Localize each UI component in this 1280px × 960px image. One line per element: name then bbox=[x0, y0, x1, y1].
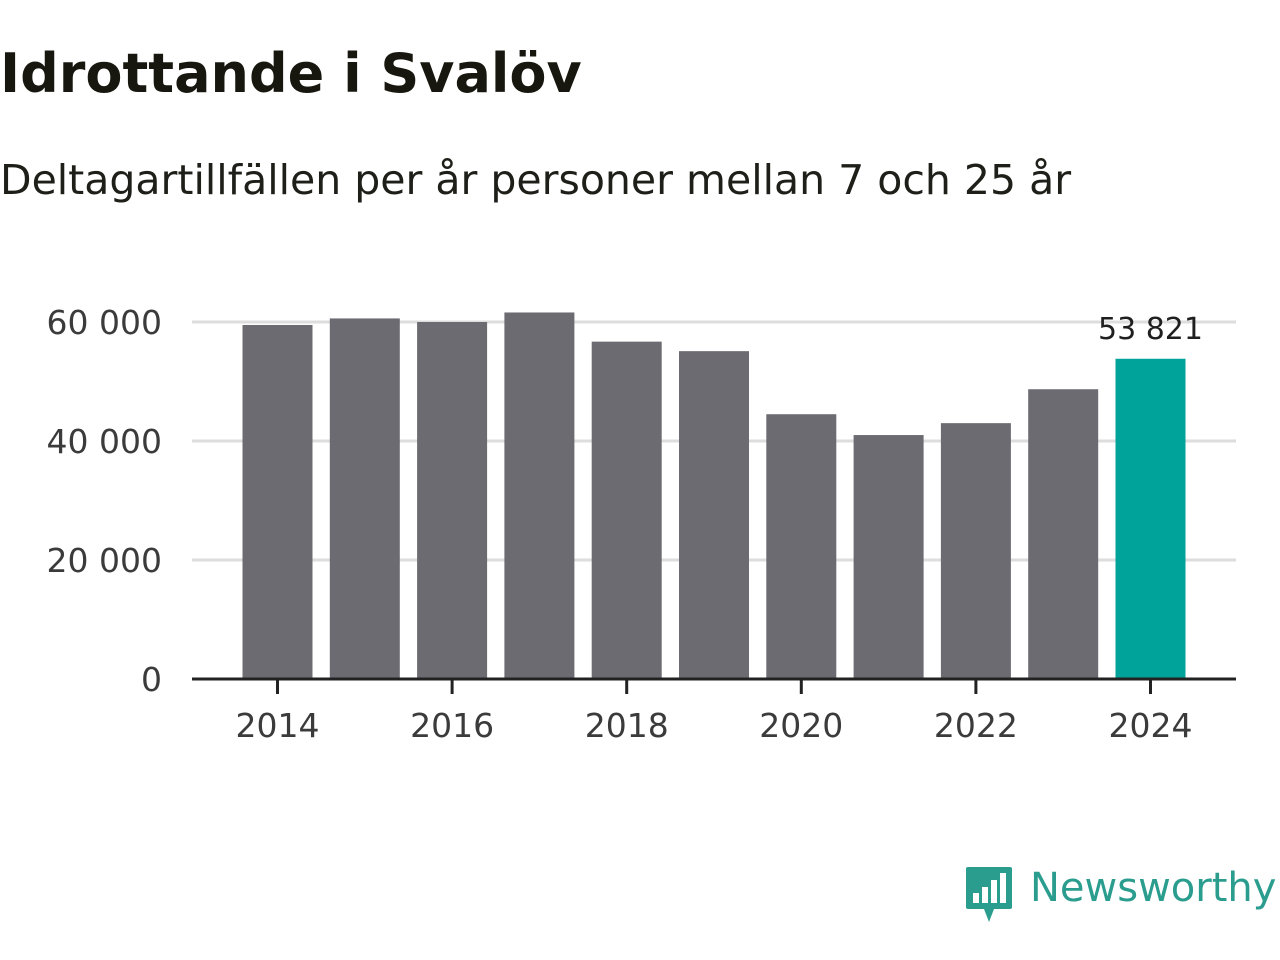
bar-2018 bbox=[591, 341, 662, 679]
x-tick-label-2024: 2024 bbox=[1109, 706, 1193, 745]
bar-2024 bbox=[1115, 358, 1186, 679]
newsworthy-logo-icon bbox=[966, 867, 1012, 922]
bar-2022 bbox=[940, 423, 1011, 679]
bar-2016 bbox=[417, 322, 488, 679]
bar-2021 bbox=[853, 435, 924, 679]
y-tick-label-60000: 60 000 bbox=[47, 303, 162, 342]
x-tick-label-2022: 2022 bbox=[934, 706, 1018, 745]
brand-logo: Newsworthy bbox=[964, 864, 1276, 928]
bar-2020 bbox=[766, 414, 837, 679]
bar-value-label-2024: 53 821 bbox=[1098, 312, 1203, 347]
x-tick-label-2016: 2016 bbox=[410, 706, 494, 745]
chart-title: Idrottande i Svalöv bbox=[0, 42, 582, 105]
bar-2017 bbox=[504, 312, 575, 679]
y-tick-label-20000: 20 000 bbox=[47, 541, 162, 580]
x-tick-label-2018: 2018 bbox=[585, 706, 669, 745]
x-tick-label-2014: 2014 bbox=[236, 706, 320, 745]
y-tick-label-40000: 40 000 bbox=[47, 422, 162, 461]
bar-2014 bbox=[242, 324, 313, 679]
bar-2019 bbox=[679, 351, 749, 679]
bar-2015 bbox=[329, 318, 400, 679]
chart-subtitle: Deltagartillfällen per år personer mella… bbox=[0, 156, 1072, 204]
bar-2023 bbox=[1028, 389, 1099, 679]
y-tick-label-0: 0 bbox=[141, 660, 162, 699]
brand-name: Newsworthy bbox=[1030, 865, 1277, 911]
x-tick-label-2020: 2020 bbox=[759, 706, 843, 745]
